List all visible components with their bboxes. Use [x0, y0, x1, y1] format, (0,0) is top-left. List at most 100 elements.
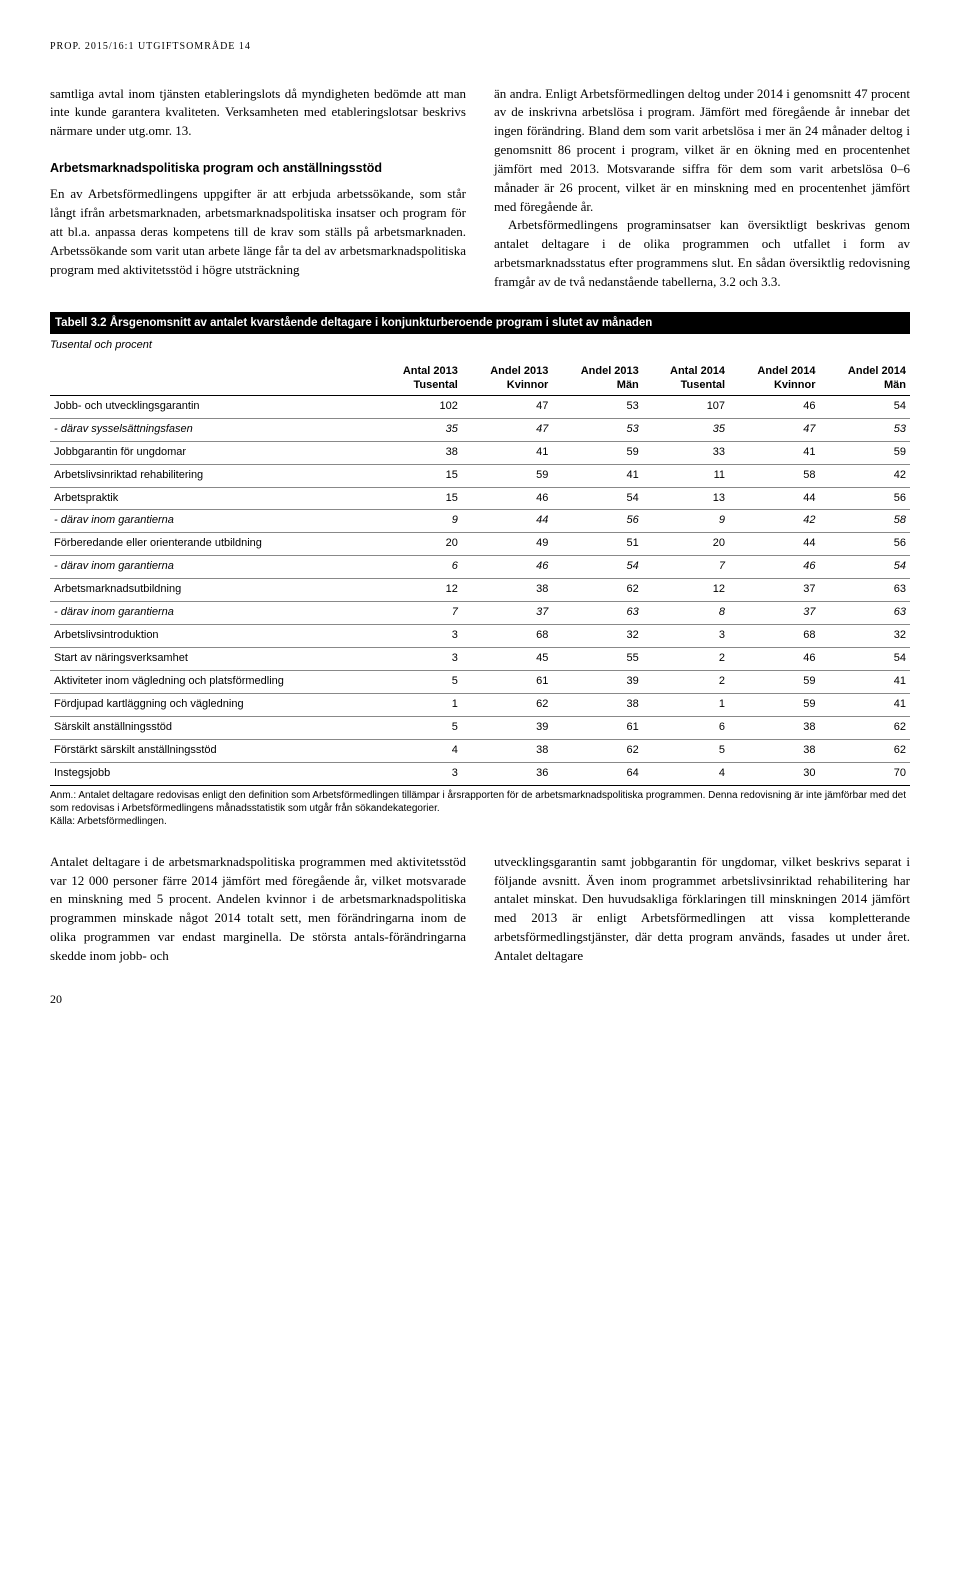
table-cell: 62 [462, 693, 552, 716]
table-cell: Start av näringsverksamhet [50, 648, 376, 671]
table-cell: 46 [462, 487, 552, 510]
left-column: Antalet deltagare i de arbetsmarknadspol… [50, 853, 466, 966]
table-cell: 53 [820, 418, 911, 441]
table-cell: 102 [376, 395, 462, 418]
table-cell: 8 [643, 602, 729, 625]
table-cell: 44 [729, 487, 819, 510]
right-column: än andra. Enligt Arbetsförmedlingen delt… [494, 85, 910, 292]
table-row: Start av näringsverksamhet3455524654 [50, 648, 910, 671]
table-cell: 54 [552, 556, 642, 579]
table-cell: 38 [376, 441, 462, 464]
table-cell: 37 [729, 579, 819, 602]
table-row: Förstärkt särskilt anställningsstöd43862… [50, 739, 910, 762]
column-header: Antal 2014Tusental [643, 362, 729, 395]
table-cell: 38 [552, 693, 642, 716]
table-cell: 46 [729, 648, 819, 671]
table-cell: 4 [376, 739, 462, 762]
table-row: - därav inom garantierna9445694258 [50, 510, 910, 533]
table-cell: 70 [820, 762, 911, 785]
table-cell: 9 [376, 510, 462, 533]
table-cell: 62 [820, 739, 911, 762]
table-cell: 107 [643, 395, 729, 418]
table-cell: 55 [552, 648, 642, 671]
table-row: Aktiviteter inom vägledning och platsför… [50, 671, 910, 694]
paragraph: Antalet deltagare i de arbetsmarknadspol… [50, 853, 466, 966]
table-cell: 36 [462, 762, 552, 785]
table-cell: 58 [729, 464, 819, 487]
table-cell: 32 [552, 625, 642, 648]
table-cell: 59 [729, 693, 819, 716]
table-cell: - därav sysselsättningsfasen [50, 418, 376, 441]
table-cell: Arbetslivsintroduktion [50, 625, 376, 648]
table-cell: 58 [820, 510, 911, 533]
table-cell: 62 [552, 739, 642, 762]
table-cell: 59 [462, 464, 552, 487]
table-cell: 3 [643, 625, 729, 648]
table-cell: 12 [643, 579, 729, 602]
table-cell: - därav inom garantierna [50, 602, 376, 625]
subheading: Arbetsmarknadspolitiska program och anst… [50, 159, 466, 177]
table-cell: 35 [376, 418, 462, 441]
table-cell: 38 [462, 579, 552, 602]
table-row: Arbetslivsinriktad rehabilitering1559411… [50, 464, 910, 487]
table-cell: 56 [820, 533, 911, 556]
table-cell: 47 [462, 418, 552, 441]
table-cell: 38 [729, 716, 819, 739]
table-cell: 12 [376, 579, 462, 602]
table-row: - därav sysselsättningsfasen354753354753 [50, 418, 910, 441]
table-row: Jobbgarantin för ungdomar384159334159 [50, 441, 910, 464]
table-cell: 41 [552, 464, 642, 487]
table-cell: Förstärkt särskilt anställningsstöd [50, 739, 376, 762]
table-cell: 53 [552, 395, 642, 418]
table-cell: 46 [729, 395, 819, 418]
table-cell: 62 [820, 716, 911, 739]
page-number: 20 [50, 991, 910, 1008]
column-header: Andel 2014Män [820, 362, 911, 395]
right-column: utvecklingsgarantin samt jobbgarantin fö… [494, 853, 910, 966]
table-cell: 3 [376, 648, 462, 671]
paragraph: En av Arbetsförmedlingens uppgifter är a… [50, 185, 466, 279]
table-footnote: Anm.: Antalet deltagare redovisas enligt… [50, 789, 910, 828]
table-row: Arbetslivsintroduktion3683236832 [50, 625, 910, 648]
table-cell: Arbetslivsinriktad rehabilitering [50, 464, 376, 487]
table-cell: 63 [552, 602, 642, 625]
table-cell: 42 [820, 464, 911, 487]
table-cell: - därav inom garantierna [50, 556, 376, 579]
table-cell: 46 [729, 556, 819, 579]
table-cell: 56 [552, 510, 642, 533]
table-cell: 41 [820, 671, 911, 694]
column-header: Andel 2013Kvinnor [462, 362, 552, 395]
table-cell: 47 [462, 395, 552, 418]
left-column: samtliga avtal inom tjänsten etablerings… [50, 85, 466, 292]
table-cell: 61 [462, 671, 552, 694]
table-cell: 3 [376, 762, 462, 785]
page-header: PROP. 2015/16:1 UTGIFTSOMRÅDE 14 [50, 40, 910, 55]
table-cell: 41 [729, 441, 819, 464]
table-cell: 41 [462, 441, 552, 464]
table-cell: 54 [552, 487, 642, 510]
table-cell: 7 [376, 602, 462, 625]
table-cell: 56 [820, 487, 911, 510]
lower-columns: Antalet deltagare i de arbetsmarknadspol… [50, 853, 910, 966]
table-cell: 5 [643, 739, 729, 762]
table-cell: 2 [643, 671, 729, 694]
table-cell: 5 [376, 716, 462, 739]
table-cell: 6 [643, 716, 729, 739]
table-cell: Särskilt anställningsstöd [50, 716, 376, 739]
table-cell: 15 [376, 464, 462, 487]
table-cell: 53 [552, 418, 642, 441]
table-cell: 59 [552, 441, 642, 464]
table-cell: 1 [643, 693, 729, 716]
table-cell: 68 [462, 625, 552, 648]
column-header: Andel 2013Män [552, 362, 642, 395]
table-row: - därav inom garantierna6465474654 [50, 556, 910, 579]
table-cell: 9 [643, 510, 729, 533]
table-cell: 42 [729, 510, 819, 533]
table-cell: 51 [552, 533, 642, 556]
table-cell: 20 [643, 533, 729, 556]
table-cell: 54 [820, 648, 911, 671]
table-cell: - därav inom garantierna [50, 510, 376, 533]
paragraph: än andra. Enligt Arbetsförmedlingen delt… [494, 85, 910, 217]
table-cell: 11 [643, 464, 729, 487]
table-cell: 30 [729, 762, 819, 785]
